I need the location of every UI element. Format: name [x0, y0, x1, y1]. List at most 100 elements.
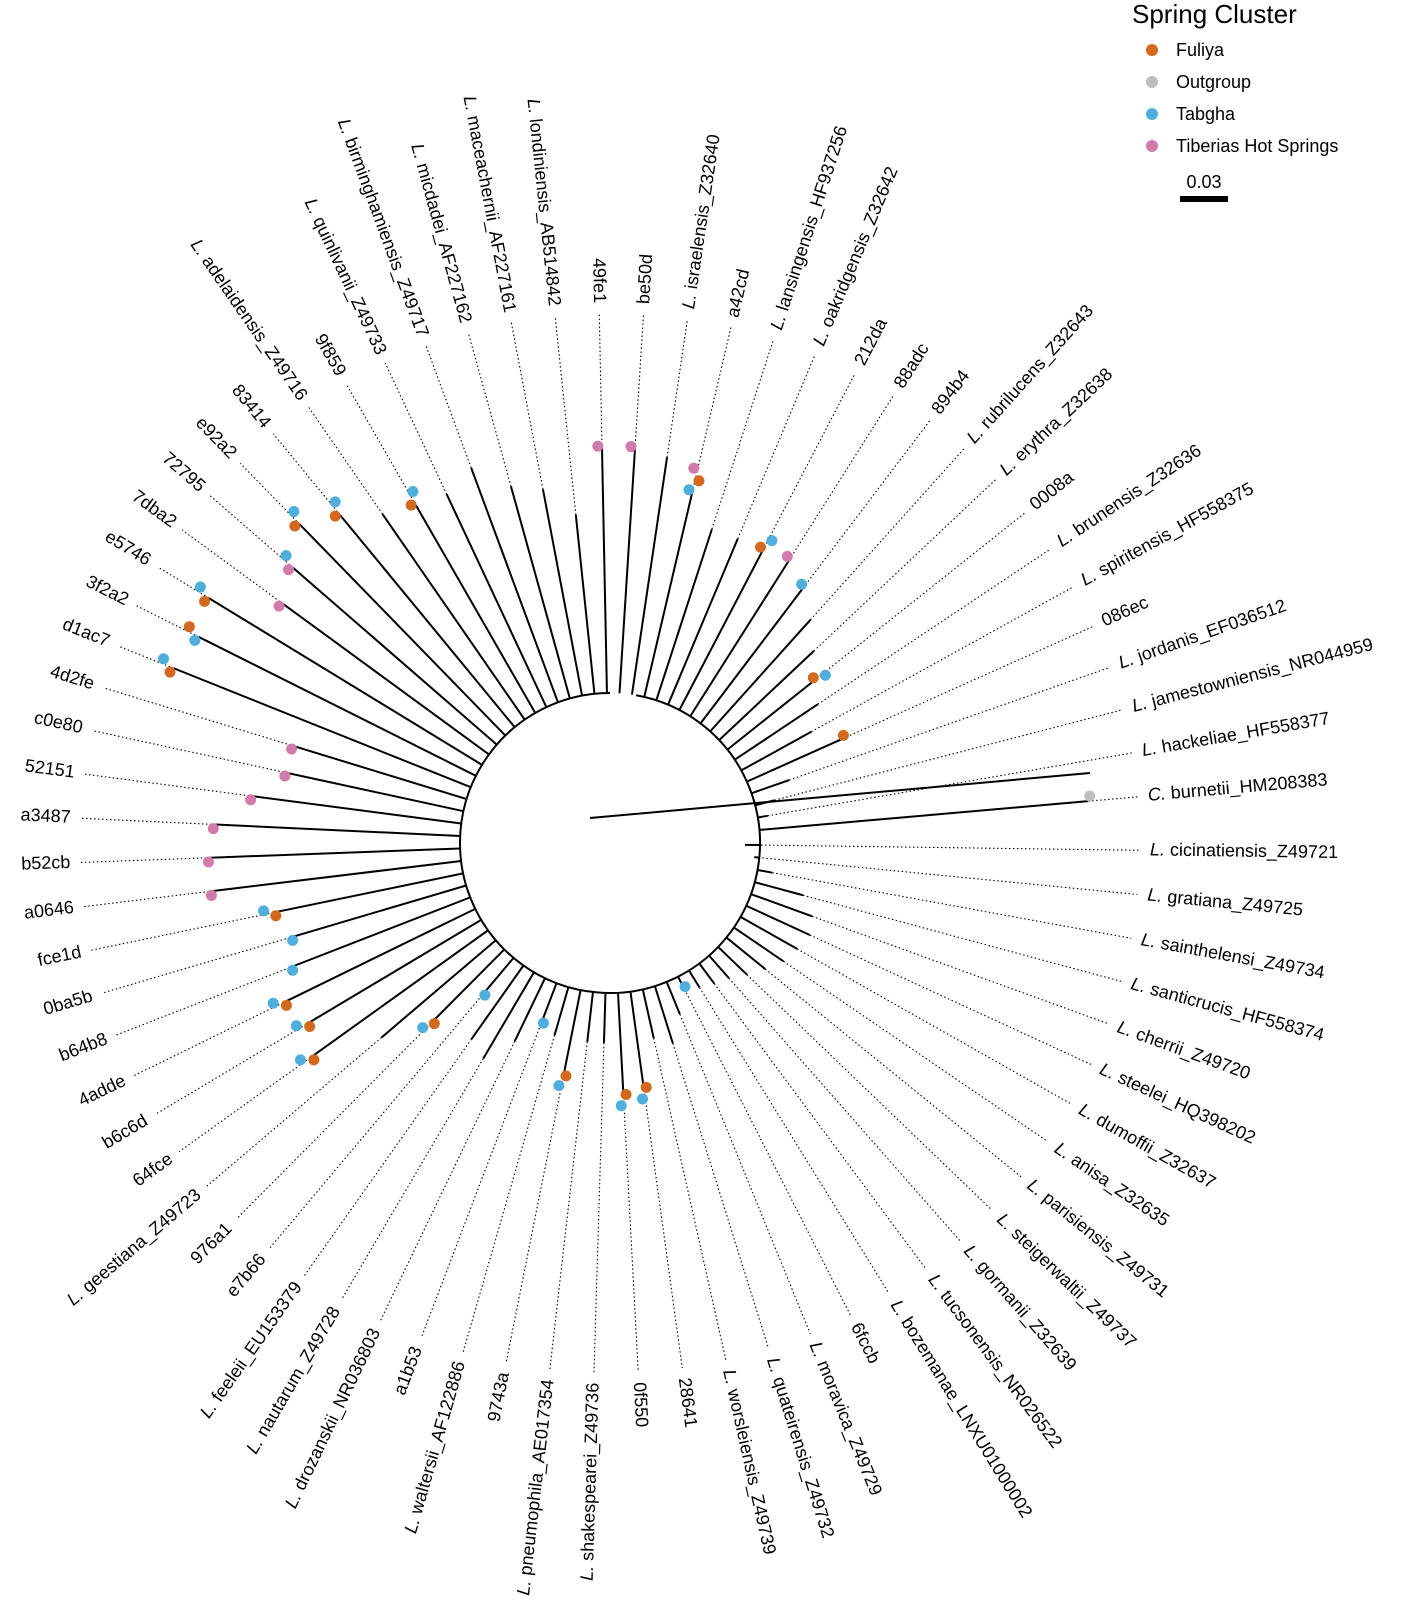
tip-label-genus: L.: [576, 1560, 597, 1581]
scale-bar-label: 0.03: [1186, 172, 1222, 192]
tip-label-genus: L.: [1150, 839, 1170, 859]
tree-branch: [601, 448, 608, 694]
tree-branch: [678, 549, 764, 711]
tip-label-genus: L.: [1140, 929, 1163, 952]
tip-label: L. londiniensis_AB514842: [523, 98, 565, 307]
tip-label-name: bozemanae_LNXU01000002: [897, 1313, 1037, 1521]
legend-item-tiberias: Tiberias Hot Springs: [1132, 130, 1412, 162]
tree-branch: [751, 779, 790, 795]
legend-swatch: [1146, 76, 1158, 88]
cluster-dot-tabgha: [280, 550, 292, 562]
tip-leader: [268, 991, 486, 1250]
tip-leader: [345, 383, 417, 506]
tree-branch: [757, 814, 768, 819]
cluster-dot-tiberias-hot-springs: [205, 889, 217, 901]
tip-label: 976a1: [186, 1218, 235, 1268]
cluster-dot-fuliya: [164, 666, 176, 678]
tip-leader: [303, 1038, 472, 1277]
tree-branch: [294, 745, 467, 801]
tip-label-genus: L.: [1130, 691, 1154, 715]
tip-label: 4adde: [75, 1070, 129, 1110]
tip-leader-lines: [80, 313, 1140, 1373]
tree-branch: [653, 985, 674, 1044]
tip-leader: [209, 495, 294, 569]
tip-label: e5746: [102, 526, 155, 569]
cluster-dot-tiberias-hot-springs: [207, 823, 219, 835]
tip-label: 3f2a2: [83, 571, 132, 609]
tip-leader: [83, 890, 213, 908]
tip-leader: [679, 1014, 811, 1334]
tree-branch: [208, 597, 483, 766]
tip-leader: [598, 313, 603, 449]
tree-branch: [210, 847, 461, 859]
cluster-dot-tabgha: [407, 485, 419, 497]
tree-branch: [470, 467, 559, 703]
tree-branch: [381, 513, 526, 721]
tree-branch: [282, 603, 490, 756]
cluster-dot-tiberias-hot-springs: [202, 856, 214, 868]
tip-label: fce1d: [36, 941, 83, 970]
cluster-dot-tabgha: [194, 581, 206, 593]
tip-label: L. spiritensis_HF558375: [1077, 478, 1257, 590]
legend-label: Fuliya: [1176, 39, 1225, 60]
tip-leader: [754, 856, 1138, 896]
tip-leader: [796, 948, 1072, 1105]
tip-leader: [91, 729, 288, 774]
tip-leader: [764, 968, 1022, 1178]
tip-label-name: 49fe1: [589, 258, 610, 303]
tree-branch: [215, 823, 461, 837]
tree-branch: [562, 989, 582, 1074]
cluster-dot-fuliya: [304, 1021, 316, 1033]
tree-branch: [688, 969, 701, 989]
legend-item-fuliya: Fuliya: [1132, 34, 1412, 66]
tip-label: L. rubrilucens_Z32643: [962, 300, 1097, 447]
tip-label-name: worsleiensis_Z49739: [723, 1386, 781, 1557]
tree-branch: [740, 916, 798, 950]
tip-leader: [505, 1073, 565, 1363]
tree-branch: [750, 893, 813, 918]
legend-swatch: [1146, 140, 1158, 152]
legend-swatch: [1146, 108, 1158, 120]
tip-label-name: moravica_Z49729: [813, 1357, 887, 1498]
tree-branch: [616, 992, 625, 1093]
cluster-dot-fuliya: [405, 499, 417, 511]
tree-branch: [380, 939, 497, 1039]
tip-label-name: d1ac7: [60, 614, 113, 651]
tip-label: L. worsleiensis_Z49739: [719, 1367, 781, 1556]
tip-label-name: 64fce: [129, 1148, 176, 1190]
cluster-dot-fuliya: [620, 1088, 632, 1100]
tip-label-name: israelensis_Z32640: [681, 133, 725, 290]
cluster-dot-tabgha: [158, 653, 170, 665]
cluster-dot-fuliya: [837, 729, 849, 741]
tip-leader: [115, 965, 294, 1036]
tree-branch: [689, 559, 791, 717]
tree-branch: [541, 982, 558, 1021]
tree-branch: [292, 896, 471, 968]
tip-leader: [384, 362, 448, 495]
tree-branch: [665, 981, 681, 1015]
tip-leader: [634, 314, 645, 449]
tip-leader: [101, 936, 294, 994]
tip-leader: [672, 1043, 770, 1349]
tree-branch: [725, 936, 766, 970]
tree-branch: [698, 962, 716, 985]
tip-leader: [420, 1020, 543, 1339]
tip-label-name: cicinatiensis_Z49721: [1170, 839, 1338, 862]
tip-leader: [789, 666, 1111, 781]
tip-label-name: 83414: [228, 380, 275, 431]
tip-leader: [236, 1019, 435, 1220]
cluster-dot-tabgha: [417, 1022, 429, 1034]
tip-leader: [103, 687, 295, 747]
tip-leader: [711, 338, 775, 530]
tree-branch: [655, 528, 713, 701]
tip-label: 0008a: [1026, 466, 1078, 513]
cluster-dot-fuliya: [693, 475, 705, 487]
tip-label: 49fe1: [589, 258, 610, 303]
tree-branch: [629, 991, 645, 1086]
tree-branch: [276, 872, 464, 913]
tip-label: 212da: [850, 314, 891, 369]
tree-branch: [541, 489, 584, 696]
tree-branch: [699, 587, 804, 725]
cluster-dot-tiberias-hot-springs: [688, 462, 700, 474]
tree-branch: [746, 737, 844, 783]
